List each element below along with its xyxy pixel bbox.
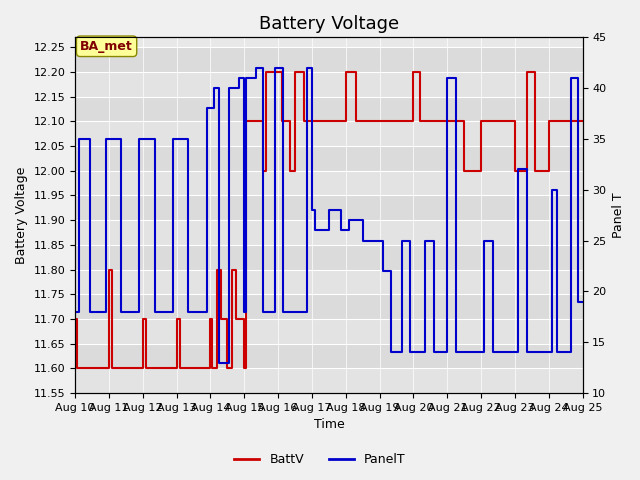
Bar bbox=[75, 369, 582, 393]
Bar bbox=[75, 121, 582, 146]
Title: Battery Voltage: Battery Voltage bbox=[259, 15, 399, 33]
Bar bbox=[75, 344, 582, 369]
Bar bbox=[75, 195, 582, 220]
Text: BA_met: BA_met bbox=[80, 40, 133, 53]
Bar bbox=[75, 294, 582, 319]
Bar bbox=[75, 245, 582, 270]
Y-axis label: Battery Voltage: Battery Voltage bbox=[15, 167, 28, 264]
Bar bbox=[75, 47, 582, 72]
Bar bbox=[75, 96, 582, 121]
Bar bbox=[75, 146, 582, 171]
Bar bbox=[75, 220, 582, 245]
Legend: BattV, PanelT: BattV, PanelT bbox=[229, 448, 411, 471]
X-axis label: Time: Time bbox=[314, 419, 344, 432]
Bar bbox=[75, 319, 582, 344]
Bar bbox=[75, 270, 582, 294]
Bar bbox=[75, 171, 582, 195]
Y-axis label: Panel T: Panel T bbox=[612, 192, 625, 238]
Bar bbox=[75, 72, 582, 96]
